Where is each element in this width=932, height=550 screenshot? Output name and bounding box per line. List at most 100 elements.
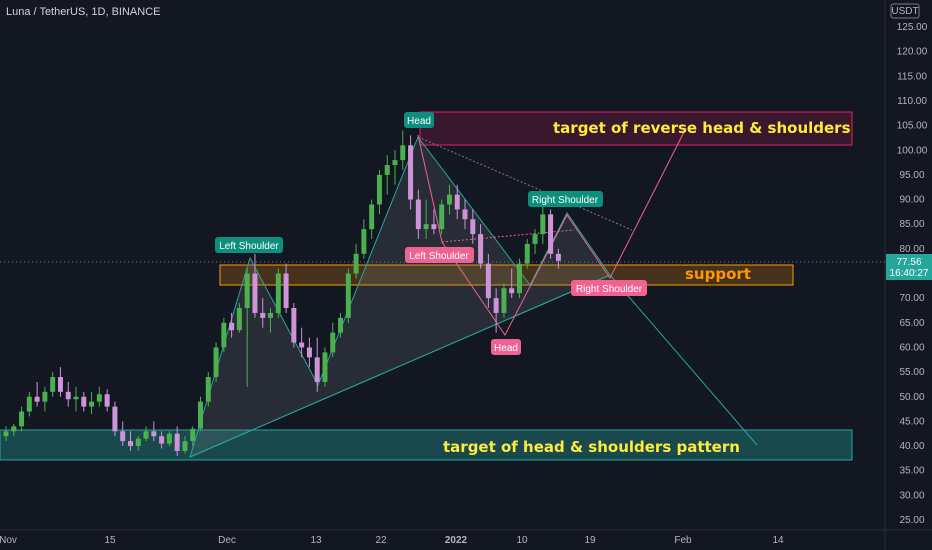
candle: [501, 283, 507, 318]
label-ihs-right-shoulder: Right Shoulder: [571, 280, 647, 296]
candle: [151, 421, 157, 442]
hs-target-text: target of head & shoulders pattern: [443, 438, 740, 456]
candle: [516, 258, 522, 299]
label-hs-head: Head: [404, 112, 434, 128]
reverse-target-zone: [419, 111, 853, 146]
candle: [345, 268, 351, 323]
candle: [244, 268, 250, 387]
candle: [89, 391, 95, 415]
candle: [81, 391, 87, 412]
y-tick-label: 45.00: [899, 416, 924, 427]
candle: [96, 386, 102, 407]
candle: [462, 199, 468, 230]
label-hs-left-shoulder: Left Shoulder: [215, 237, 283, 253]
reverse-target-text: target of reverse head & shoulders: [553, 119, 851, 137]
candle: [392, 150, 398, 185]
candle: [548, 209, 554, 259]
x-axis-ticks: Nov 15 Dec 13 22 2022 10 19 Feb 14: [0, 535, 784, 546]
candles: [3, 130, 561, 456]
candle: [470, 209, 476, 244]
candle: [221, 317, 227, 353]
y-tick-label: 95.00: [899, 170, 924, 181]
candle: [493, 288, 499, 333]
current-price-value: 77.56: [896, 257, 921, 268]
svg-text:Head: Head: [494, 343, 518, 354]
y-tick-label: 65.00: [899, 318, 924, 329]
y-tick-label: 60.00: [899, 342, 924, 353]
y-tick-label: 115.00: [897, 71, 927, 82]
x-tick-label: 2022: [445, 535, 468, 546]
candle: [236, 303, 242, 333]
candle: [540, 204, 546, 244]
candle: [283, 263, 289, 313]
candle: [338, 312, 344, 338]
candle: [3, 426, 9, 442]
candle: [431, 209, 437, 235]
candle: [485, 253, 491, 309]
y-tick-label: 40.00: [899, 441, 924, 452]
candle: [143, 426, 149, 442]
bar-countdown: 16:40:27: [890, 268, 929, 279]
candle: [555, 248, 561, 269]
candle: [174, 426, 180, 456]
candle: [423, 199, 429, 239]
y-tick-label: 90.00: [899, 195, 924, 206]
x-tick-label: Nov: [0, 535, 17, 546]
candle: [135, 436, 141, 451]
y-tick-label: 120.00: [897, 47, 928, 58]
candle: [26, 391, 32, 417]
y-tick-label: 105.00: [897, 121, 928, 132]
symbol-title: Luna / TetherUS, 1D, BINANCE: [6, 6, 161, 18]
label-ihs-head: Head: [491, 339, 521, 355]
candle: [104, 389, 110, 412]
candle: [57, 367, 63, 397]
current-price-label: 77.56 16:40:27: [886, 254, 932, 280]
support-text: support: [685, 265, 751, 283]
candle: [50, 372, 56, 397]
candle: [120, 421, 126, 447]
x-tick-label: 22: [375, 535, 387, 546]
candle: [112, 401, 118, 437]
candle: [532, 229, 538, 254]
candle: [260, 298, 266, 328]
candle: [127, 431, 133, 451]
candle: [330, 322, 336, 358]
candle: [73, 386, 79, 412]
x-tick-label: 10: [516, 535, 528, 546]
svg-text:Left Shoulder: Left Shoulder: [219, 241, 279, 252]
svg-text:Left Shoulder: Left Shoulder: [409, 251, 469, 262]
candle: [384, 155, 390, 195]
y-tick-label: 55.00: [899, 367, 924, 378]
x-tick-label: Feb: [674, 535, 692, 546]
candle: [454, 184, 460, 220]
candle: [446, 184, 452, 215]
candle: [509, 268, 515, 299]
svg-text:Right Shoulder: Right Shoulder: [576, 284, 643, 295]
y-tick-label: 80.00: [899, 244, 924, 255]
y-tick-label: 85.00: [899, 219, 924, 230]
candle: [322, 347, 328, 387]
reverse-head-shoulders-pattern: [417, 127, 687, 336]
candle: [34, 381, 40, 407]
x-tick-label: 19: [584, 535, 596, 546]
candle: [369, 199, 375, 239]
candle: [65, 381, 71, 407]
candle: [275, 268, 281, 318]
y-tick-label: 30.00: [899, 490, 924, 501]
head-shoulders-pattern: [189, 135, 758, 458]
candle: [478, 224, 484, 269]
y-tick-label: 25.00: [899, 515, 924, 526]
candle: [11, 423, 17, 437]
y-tick-label: 100.00: [897, 145, 928, 156]
svg-text:Right Shoulder: Right Shoulder: [532, 195, 599, 206]
label-ihs-left-shoulder: Left Shoulder: [405, 247, 474, 263]
candle: [205, 372, 211, 407]
hs-target-zone: [0, 429, 853, 461]
x-tick-label: 15: [104, 535, 116, 546]
candle: [524, 238, 530, 269]
support-zone: [219, 264, 794, 286]
svg-text:Head: Head: [407, 116, 431, 127]
svg-text:USDT: USDT: [891, 6, 918, 17]
candle: [376, 169, 382, 215]
